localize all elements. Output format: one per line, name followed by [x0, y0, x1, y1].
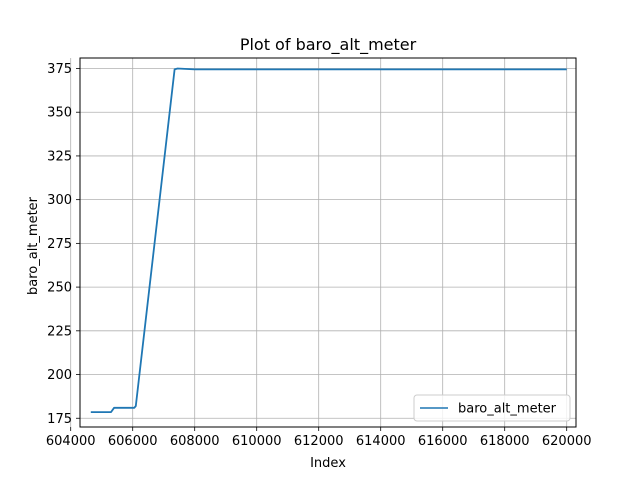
x-tick-label: 608000 [170, 434, 220, 449]
chart-title: Plot of baro_alt_meter [240, 35, 417, 55]
x-tick-label: 616000 [418, 434, 468, 449]
x-axis-label: Index [310, 456, 346, 471]
axis-ticks: 604000 606000 608000 610000 612000 614000 6160… [46, 62, 592, 449]
y-tick-label: 300 [47, 193, 72, 208]
x-tick-label: 610000 [232, 434, 282, 449]
y-tick-label: 250 [47, 281, 72, 296]
x-tick-label: 612000 [294, 434, 344, 449]
y-tick-label: 225 [47, 324, 72, 339]
y-tick-label: 275 [47, 237, 72, 252]
y-tick-label: 375 [47, 62, 72, 77]
x-tick-label: 620000 [542, 434, 592, 449]
y-tick-label: 325 [47, 149, 72, 164]
legend-label: baro_alt_meter [458, 402, 557, 417]
x-tick-label: 606000 [108, 434, 158, 449]
plot-frame [79, 57, 577, 428]
legend-box [413, 394, 571, 422]
y-tick-label: 175 [47, 412, 72, 427]
series-line [90, 67, 567, 414]
x-tick-label: 604000 [46, 434, 96, 449]
series-layer [90, 67, 567, 414]
x-tick-label: 614000 [356, 434, 406, 449]
y-axis-label: baro_alt_meter [26, 196, 41, 295]
x-tick-label: 618000 [480, 434, 530, 449]
y-tick-label: 200 [47, 368, 72, 383]
legend: baro_alt_meter [413, 394, 571, 422]
y-tick-label: 350 [47, 106, 72, 121]
